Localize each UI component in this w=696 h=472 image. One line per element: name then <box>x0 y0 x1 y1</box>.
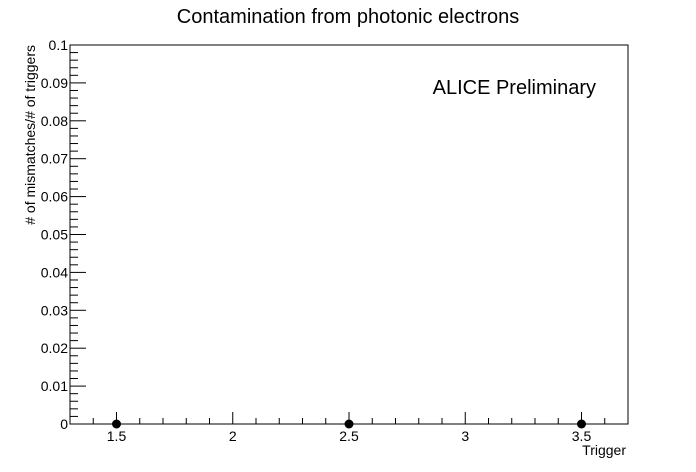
plot-frame <box>69 44 629 425</box>
y-tick-label: 0.08 <box>41 113 68 129</box>
y-tick-label: 0.09 <box>41 75 68 91</box>
x-tick-label: 2.5 <box>339 428 359 444</box>
y-tick-label: 0.01 <box>41 378 68 394</box>
x-tick-label: 2 <box>229 428 237 444</box>
x-tick-label: 3 <box>461 428 469 444</box>
y-tick-label: 0.1 <box>49 37 69 53</box>
y-tick-label: 0.02 <box>41 340 68 356</box>
y-tick-label: 0 <box>60 416 68 432</box>
x-tick-label: 1.5 <box>107 428 127 444</box>
y-tick-label: 0.04 <box>41 264 68 280</box>
y-tick-label: 0.06 <box>41 189 68 205</box>
tick-labels: 0 0.01 0.02 0.03 0.04 0.05 0.06 0.07 0.08 0.09 0.1… <box>41 37 592 444</box>
chart-title: Contamination from photonic electrons <box>177 6 519 28</box>
data-point <box>344 419 354 429</box>
y-tick-label: 0.03 <box>41 302 68 318</box>
data-point <box>577 419 586 429</box>
y-tick-label: 0.05 <box>41 227 68 243</box>
y-tick-label: 0.07 <box>41 151 68 167</box>
alice-preliminary-label: ALICE Preliminary <box>433 77 596 99</box>
data-point <box>112 419 121 429</box>
y-axis-label: # of mismatches/# of triggers <box>22 45 38 225</box>
x-tick-label: 3.5 <box>572 428 592 444</box>
axis-ticks <box>70 44 629 425</box>
data-points <box>112 419 586 429</box>
x-axis-label: Trigger <box>582 442 626 458</box>
